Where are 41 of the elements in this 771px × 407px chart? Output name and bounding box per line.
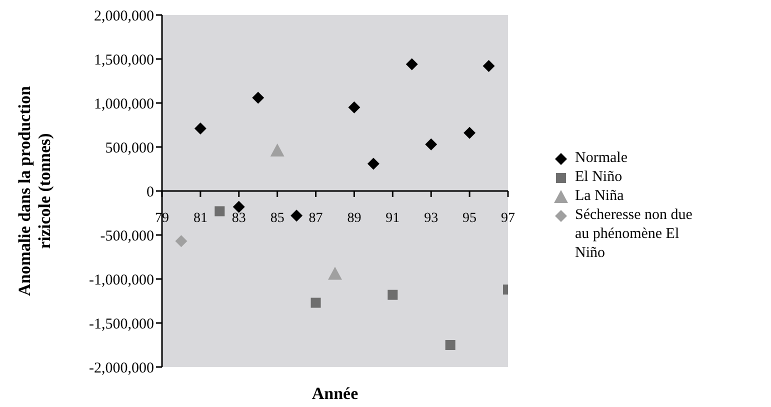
legend-label: Sécheresse non due au phénomène El Niño [575, 206, 694, 262]
point [175, 235, 188, 248]
x-axis-title: Année [312, 384, 359, 403]
point [328, 266, 342, 280]
x-tick-label: 89 [347, 211, 362, 226]
point [252, 92, 264, 104]
point [425, 138, 438, 150]
point [367, 158, 380, 170]
y-tick-label: 1,000,000 [94, 96, 154, 112]
y-tick-label: -2,000,000 [89, 360, 154, 376]
point [214, 206, 225, 216]
x-tick-label: 83 [232, 211, 246, 226]
x-tick-label: 87 [308, 211, 323, 226]
point [464, 126, 476, 139]
x-tick-label: 95 [462, 211, 477, 226]
legend-label: Normale [575, 148, 628, 168]
point [232, 200, 245, 213]
point [445, 340, 456, 350]
point [290, 210, 303, 222]
x-tick-label: 93 [424, 211, 438, 226]
point [348, 101, 360, 114]
point [194, 122, 206, 135]
y-axis-title: Anomalie dans la production rizicole (tonnes) [15, 86, 54, 296]
y-tick-label: 500,000 [105, 140, 154, 156]
y-tick-label: -500,000 [100, 228, 154, 244]
point [270, 144, 284, 157]
x-tick-label: 85 [270, 211, 284, 226]
x-tick-label: 91 [386, 211, 400, 226]
x-tick-label: 81 [193, 211, 208, 226]
y-tick-label: 0 [146, 184, 154, 200]
y-tick-label: -1,500,000 [89, 316, 154, 332]
y-tick-label: 2,000,000 [94, 8, 154, 24]
legend-label: La Niña [575, 186, 625, 206]
legend-label: El Niño [575, 168, 624, 186]
y-tick-label: -1,000,000 [89, 272, 154, 288]
point [482, 60, 495, 72]
x-tick-label: 97 [501, 211, 515, 226]
y-tick-label: 1,500,000 [94, 52, 154, 68]
point [406, 58, 418, 70]
point [388, 290, 398, 300]
point [310, 298, 321, 308]
